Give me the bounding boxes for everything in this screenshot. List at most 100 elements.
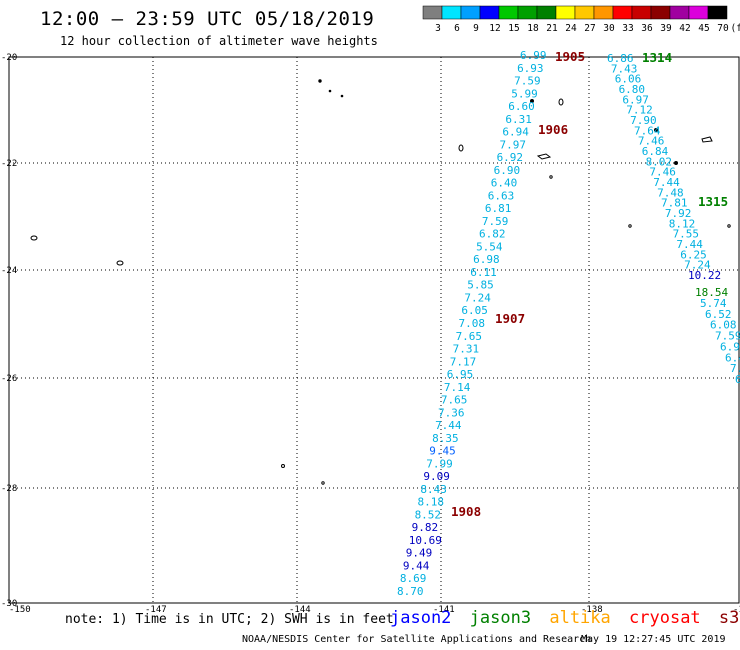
legend-jason2: jason2 [390, 608, 452, 628]
track-b-value: 7.12 [626, 104, 653, 117]
colorbar-swatch [650, 5, 671, 20]
lat-label: -22 [1, 159, 17, 169]
lon-label: -147 [145, 605, 167, 615]
track-b-value: 7.24 [684, 259, 711, 272]
colorbar-label: (ft) [731, 23, 740, 34]
track-a-value: 8.52 [415, 508, 442, 521]
colorbar-swatch [688, 5, 709, 20]
track-a-value: 8.43 [420, 483, 447, 496]
track-a-value: 6.92 [497, 151, 523, 164]
track-a-value: 7.59 [514, 75, 541, 88]
track-a-value: 8.69 [400, 572, 427, 585]
track-a-value: 6.81 [485, 202, 512, 215]
colorbar-label: 45 [698, 23, 709, 34]
lon-label: -138 [581, 605, 603, 615]
lon-label: -150 [9, 605, 31, 615]
colorbar-label: 70 [717, 23, 729, 34]
track-b-value: 7.46 [638, 135, 665, 148]
colorbar-swatch [707, 5, 728, 20]
axis-labels: -20 -22 -24 -26 -28 -30-150 -147 -144 -141 -138 -1… [1, 53, 740, 615]
colorbar-label: 9 [473, 23, 479, 34]
track-a-value: 7.17 [450, 355, 477, 368]
page-title: 12:00 – 23:59 UTC 05/18/2019 [40, 8, 375, 30]
plot-frame [8, 56, 740, 604]
track-c-value: 6.9 [720, 340, 740, 353]
altimeter-tracks: 6.996.937.595.996.606.316.947.976.926.90… [397, 49, 740, 598]
footer-credit: NOAA/NESDIS Center for Satellite Applica… [242, 634, 592, 645]
footer-timestamp: May 19 12:27:45 UTC 2019 [581, 634, 726, 645]
colorbar-label: 24 [565, 23, 577, 34]
colorbar-swatch [460, 5, 481, 20]
colorbar-swatch [593, 5, 614, 20]
track-a-value: 7.99 [426, 457, 453, 470]
legend-jason3: jason3 [469, 608, 532, 628]
track-a-value: 6.94 [502, 126, 529, 139]
lon-label: -135 [733, 605, 740, 615]
track-a-value: 9.82 [412, 521, 439, 534]
track-a-value: 6.31 [505, 113, 532, 126]
colorbar-label: 42 [679, 23, 690, 34]
colorbar-label: 39 [660, 23, 672, 34]
track-a-value: 6.90 [494, 164, 520, 177]
track-b-value: 7.44 [676, 238, 703, 251]
colorbar-swatch [612, 5, 633, 20]
track-c-value: 6.08 [710, 319, 737, 332]
colorbar-swatch [631, 5, 652, 20]
track-b-value: 6.97 [622, 93, 649, 106]
track-a-value: 6.98 [473, 253, 500, 266]
track-c-value: 6.52 [705, 308, 732, 321]
pass-label: 1905 [555, 49, 585, 64]
track-a-value: 5.85 [467, 279, 494, 292]
track-a-value: 7.14 [444, 381, 471, 394]
track-a-value: 6.95 [447, 368, 474, 381]
track-a-value: 5.54 [476, 240, 503, 253]
legend-s3a: s3a [718, 608, 740, 628]
track-b-value: 6.06 [615, 73, 642, 86]
track-a-value: 7.31 [453, 343, 480, 356]
colorbar-label: 3 [435, 23, 441, 34]
track-c-value: 18.54 [695, 286, 728, 299]
colorbar-swatch [422, 5, 443, 20]
track-c-value: 5.74 [700, 297, 727, 310]
track-b-value: 6.84 [642, 145, 669, 158]
track-a-value: 6.63 [488, 189, 515, 202]
pass-label: 1908 [451, 504, 481, 519]
track-b-value: 7.43 [611, 62, 638, 75]
legend-altika: altika [549, 608, 611, 628]
lat-label: -26 [1, 374, 17, 384]
track-b-value: 6.80 [619, 83, 646, 96]
track-a-value: 6.93 [517, 62, 544, 75]
colorbar-label: 33 [622, 23, 633, 34]
track-a-value: 7.97 [500, 138, 527, 151]
track-b-value: 7.48 [657, 186, 684, 199]
track-a-value: 6.60 [508, 100, 535, 113]
track-a-value: 9.45 [429, 445, 456, 458]
pass-label: 1906 [538, 122, 568, 137]
track-b-value: 8.02 [646, 155, 673, 168]
track-b-value: 7.44 [653, 176, 680, 189]
colorbar-label: 18 [527, 23, 539, 34]
track-b-value: 7.64 [634, 124, 661, 137]
colorbar-label: 30 [603, 23, 615, 34]
track-a-value: 6.99 [520, 49, 547, 62]
track-c-value: 7. [730, 362, 740, 375]
footer-note: note: 1) Time is in UTC; 2) SWH is in fe… [65, 612, 394, 627]
colorbar-swatch [441, 5, 462, 20]
track-a-value: 7.08 [459, 317, 486, 330]
track-a-value: 8.70 [397, 585, 424, 598]
colorbar-label: 15 [508, 23, 519, 34]
pass-label: 1314 [642, 50, 672, 65]
track-a-value: 6.40 [491, 177, 518, 190]
track-a-value: 6.82 [479, 228, 506, 241]
lon-label: -144 [289, 605, 311, 615]
track-b-value: 7.90 [630, 114, 657, 127]
colorbar-swatch [517, 5, 538, 20]
colorbar-swatch [479, 5, 500, 20]
colorbar-label: 12 [489, 23, 500, 34]
track-c-value: 6.4 [725, 351, 740, 364]
track-b-value: 7.92 [665, 207, 692, 220]
satellite-legend: jason2 jason3 altika cryosat s3a [390, 608, 740, 628]
track-a-value: 8.35 [432, 432, 459, 445]
lat-label: -24 [1, 266, 17, 276]
